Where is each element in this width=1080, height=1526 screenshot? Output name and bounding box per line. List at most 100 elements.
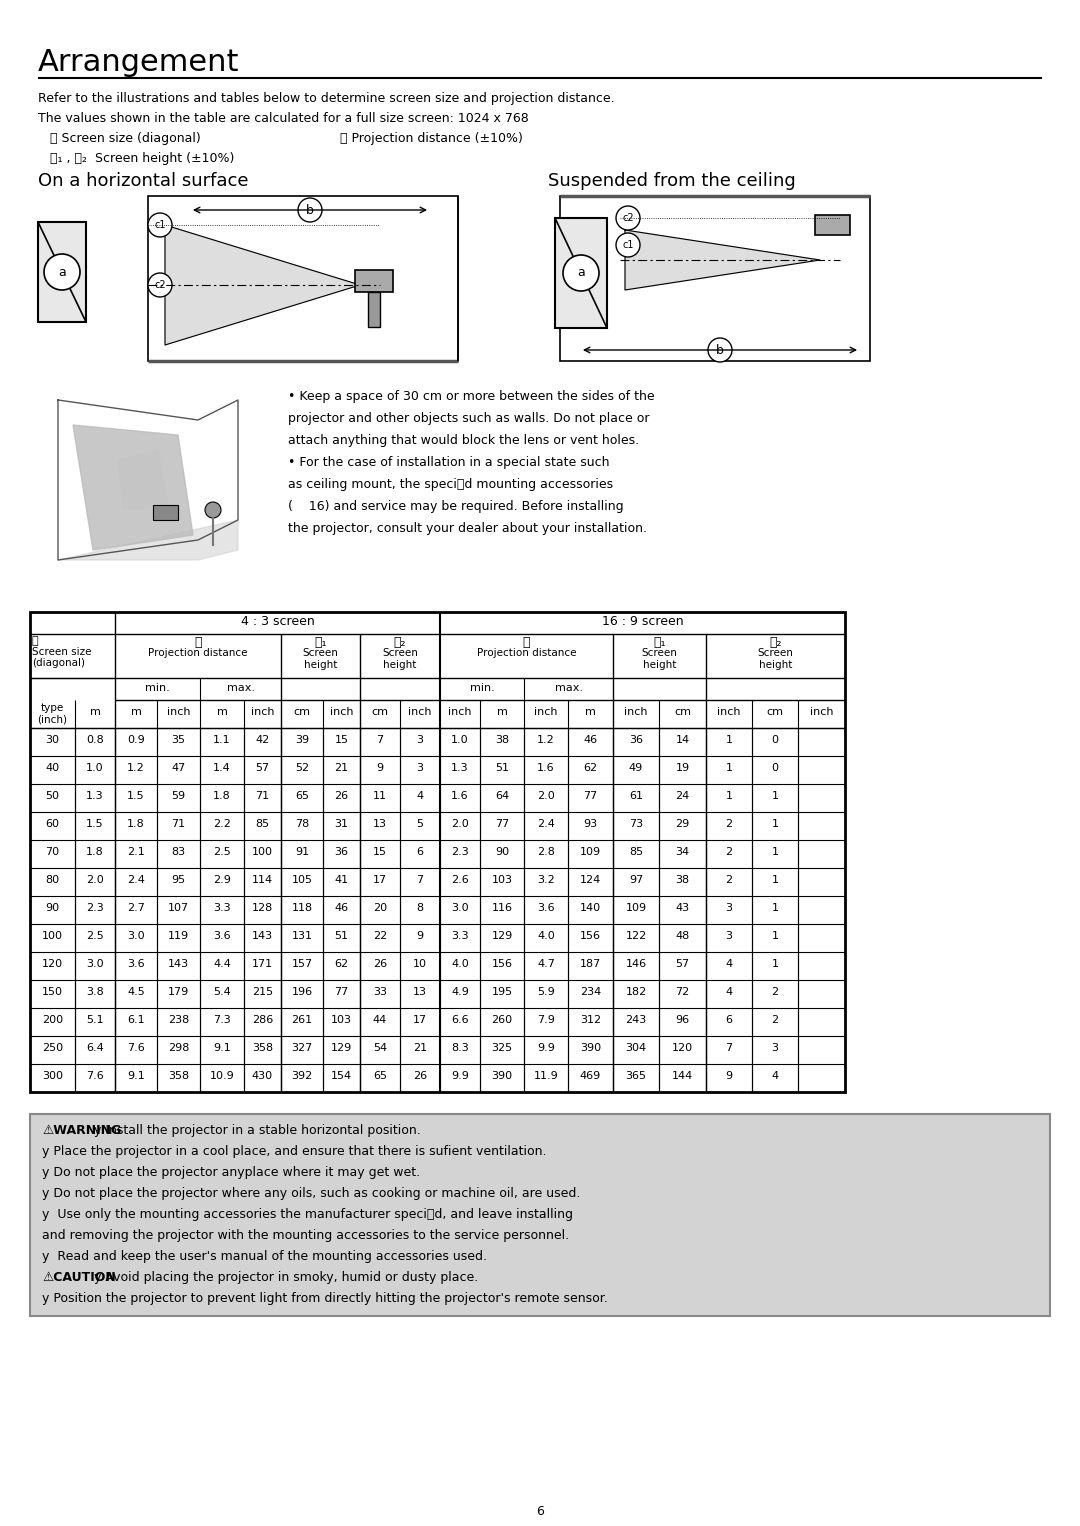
Text: 85: 85 xyxy=(256,819,270,829)
Text: 118: 118 xyxy=(292,903,312,913)
Polygon shape xyxy=(118,450,168,510)
Text: 29: 29 xyxy=(675,819,690,829)
Text: 26: 26 xyxy=(335,790,349,801)
Text: 122: 122 xyxy=(625,931,647,942)
Text: On a horizontal surface: On a horizontal surface xyxy=(38,172,248,191)
Text: 2: 2 xyxy=(771,987,779,996)
Text: y Position the projector to prevent light from directly hitting the projector's : y Position the projector to prevent ligh… xyxy=(42,1293,608,1305)
Text: 34: 34 xyxy=(675,847,689,858)
Text: 365: 365 xyxy=(625,1071,647,1080)
Text: 26: 26 xyxy=(373,958,387,969)
Text: max.: max. xyxy=(227,684,255,693)
Text: 103: 103 xyxy=(330,1015,352,1025)
Text: 1.0: 1.0 xyxy=(451,736,469,745)
Text: Projection distance: Projection distance xyxy=(148,649,247,658)
Text: ⚠CAUTION: ⚠CAUTION xyxy=(42,1271,116,1283)
Text: 2.0: 2.0 xyxy=(86,874,104,885)
Text: 5.4: 5.4 xyxy=(213,987,231,996)
Text: 3.0: 3.0 xyxy=(451,903,469,913)
Text: 50: 50 xyxy=(45,790,59,801)
Text: 39: 39 xyxy=(295,736,309,745)
Text: 5.1: 5.1 xyxy=(86,1015,104,1025)
Text: 17: 17 xyxy=(413,1015,427,1025)
Text: 3.3: 3.3 xyxy=(451,931,469,942)
Text: height: height xyxy=(383,661,417,670)
Text: 2.5: 2.5 xyxy=(86,931,104,942)
Text: 52: 52 xyxy=(295,763,309,774)
Text: 60: 60 xyxy=(45,819,59,829)
Text: 9.1: 9.1 xyxy=(127,1071,145,1080)
Text: ⓒ₁: ⓒ₁ xyxy=(653,636,665,649)
Text: 7: 7 xyxy=(726,1042,732,1053)
Text: 2.4: 2.4 xyxy=(127,874,145,885)
Text: 260: 260 xyxy=(491,1015,513,1025)
Text: • For the case of installation in a special state such: • For the case of installation in a spec… xyxy=(288,456,609,468)
Text: inch: inch xyxy=(535,707,557,717)
Text: 10: 10 xyxy=(413,958,427,969)
Text: 15: 15 xyxy=(373,847,387,858)
Text: 250: 250 xyxy=(42,1042,63,1053)
Circle shape xyxy=(616,206,640,230)
Text: 65: 65 xyxy=(295,790,309,801)
Text: 26: 26 xyxy=(413,1071,427,1080)
Text: 90: 90 xyxy=(45,903,59,913)
Text: 9: 9 xyxy=(726,1071,732,1080)
Text: 1: 1 xyxy=(771,847,779,858)
Text: inch: inch xyxy=(408,707,432,717)
Text: 358: 358 xyxy=(167,1071,189,1080)
Text: 1.5: 1.5 xyxy=(127,790,145,801)
Text: 9.9: 9.9 xyxy=(537,1042,555,1053)
Text: ⓑ Projection distance (±10%): ⓑ Projection distance (±10%) xyxy=(340,133,523,145)
Text: height: height xyxy=(643,661,676,670)
Text: m: m xyxy=(585,707,596,717)
Text: 150: 150 xyxy=(42,987,63,996)
Text: m: m xyxy=(90,707,100,717)
Text: 238: 238 xyxy=(167,1015,189,1025)
Text: 300: 300 xyxy=(42,1071,63,1080)
Text: 327: 327 xyxy=(292,1042,312,1053)
Text: 1: 1 xyxy=(771,931,779,942)
Text: 7.6: 7.6 xyxy=(127,1042,145,1053)
Text: 105: 105 xyxy=(292,874,312,885)
Bar xyxy=(153,505,178,520)
Text: 62: 62 xyxy=(335,958,349,969)
Text: a: a xyxy=(58,266,66,279)
Text: m: m xyxy=(497,707,508,717)
Text: 358: 358 xyxy=(252,1042,273,1053)
Text: Projection distance: Projection distance xyxy=(476,649,577,658)
Text: Suspended from the ceiling: Suspended from the ceiling xyxy=(548,172,796,191)
Text: 469: 469 xyxy=(580,1071,602,1080)
Text: 96: 96 xyxy=(675,1015,689,1025)
Text: type: type xyxy=(41,703,64,713)
Text: max.: max. xyxy=(554,684,582,693)
Text: 124: 124 xyxy=(580,874,602,885)
Text: 20: 20 xyxy=(373,903,387,913)
Text: 146: 146 xyxy=(625,958,647,969)
Text: y Place the projector in a cool place, and ensure that there is suf￼ient ventila: y Place the projector in a cool place, a… xyxy=(42,1144,546,1158)
Text: a: a xyxy=(577,267,585,279)
Text: 3.6: 3.6 xyxy=(127,958,145,969)
Text: 11.9: 11.9 xyxy=(534,1071,558,1080)
Text: inch: inch xyxy=(448,707,472,717)
Text: 1.2: 1.2 xyxy=(127,763,145,774)
Text: 120: 120 xyxy=(42,958,63,969)
Text: 2: 2 xyxy=(726,819,732,829)
Text: 13: 13 xyxy=(413,987,427,996)
Text: c1: c1 xyxy=(154,220,165,230)
Text: height: height xyxy=(303,661,337,670)
Text: 4 : 3 screen: 4 : 3 screen xyxy=(241,615,314,629)
Text: m: m xyxy=(217,707,228,717)
Polygon shape xyxy=(58,520,238,560)
Text: 1.0: 1.0 xyxy=(86,763,104,774)
Text: 129: 129 xyxy=(491,931,513,942)
Text: 19: 19 xyxy=(675,763,689,774)
Text: 4.0: 4.0 xyxy=(451,958,469,969)
Text: 109: 109 xyxy=(580,847,602,858)
Text: 70: 70 xyxy=(45,847,59,858)
Text: 95: 95 xyxy=(172,874,186,885)
Text: 3.2: 3.2 xyxy=(537,874,555,885)
Text: 4.7: 4.7 xyxy=(537,958,555,969)
Text: 1.3: 1.3 xyxy=(86,790,104,801)
Text: 6: 6 xyxy=(417,847,423,858)
Text: height: height xyxy=(759,661,793,670)
